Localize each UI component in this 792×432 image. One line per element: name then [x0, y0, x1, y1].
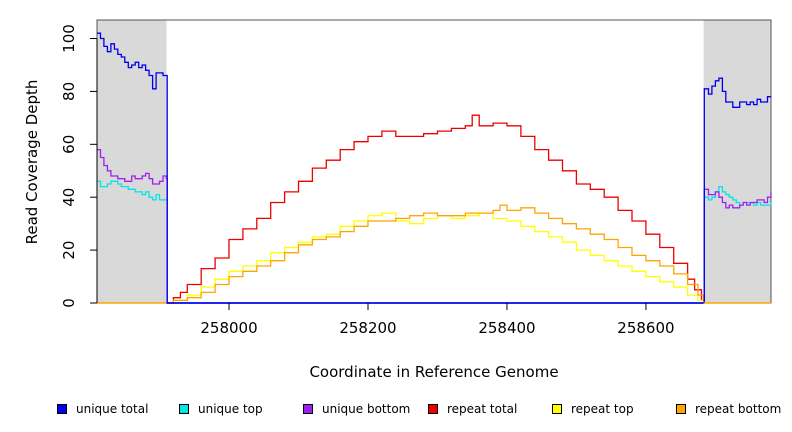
legend-label: unique bottom — [322, 402, 411, 416]
legend-item-unique-top: unique top — [179, 401, 263, 417]
legend-label: repeat top — [571, 402, 634, 416]
legend-label: repeat bottom — [695, 402, 782, 416]
series-line-repeat-bottom — [166, 204, 705, 304]
legend-swatch — [552, 404, 562, 414]
series-line-repeat-top — [166, 212, 705, 304]
legend-item-repeat-bottom: repeat bottom — [676, 401, 781, 417]
y-axis-title: Read Coverage Depth — [23, 80, 41, 245]
y-axis: 0 20 40 60 80 100 — [60, 24, 98, 308]
legend-label: repeat total — [447, 402, 518, 416]
shaded-region-1 — [703, 20, 771, 303]
series-line-unique-total — [97, 32, 771, 304]
legend-item-repeat-top: repeat top — [552, 401, 634, 417]
legend-swatch — [179, 404, 189, 414]
x-tick-label: 258600 — [617, 319, 674, 337]
legend-label: unique top — [198, 402, 263, 416]
y-tick-label: 20 — [60, 241, 78, 260]
x-tick-label: 258200 — [339, 319, 396, 337]
y-tick-label: 60 — [60, 135, 78, 154]
legend-swatch — [428, 404, 438, 414]
legend-swatch — [57, 404, 67, 414]
legend-swatch — [303, 404, 313, 414]
x-tick-label: 258400 — [478, 319, 535, 337]
series-line-repeat-total — [166, 114, 705, 304]
legend: unique total unique top unique bottom repea… — [0, 401, 792, 419]
legend-item-unique-bottom: unique bottom — [303, 401, 410, 417]
y-tick-label: 0 — [60, 298, 78, 308]
legend-label: unique total — [76, 402, 149, 416]
legend-item-unique-total: unique total — [57, 401, 148, 417]
x-axis: 258000 258200 258400 258600 — [200, 303, 675, 337]
legend-item-repeat-total: repeat total — [428, 401, 517, 417]
x-tick-label: 258000 — [200, 319, 257, 337]
y-tick-label: 40 — [60, 188, 78, 207]
plot-frame — [96, 19, 772, 304]
x-axis-title: Coordinate in Reference Genome — [309, 363, 558, 381]
legend-swatch — [676, 404, 686, 414]
shaded-region-0 — [97, 20, 167, 303]
y-tick-label: 100 — [60, 24, 78, 53]
series-line-unique-bottom — [97, 148, 772, 304]
y-tick-label: 80 — [60, 82, 78, 101]
